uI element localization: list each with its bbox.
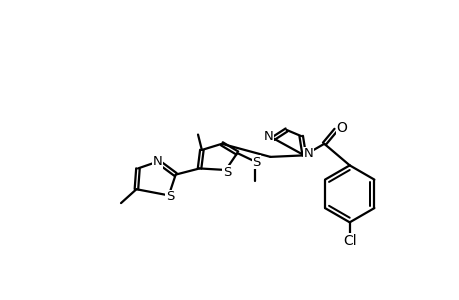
Text: O: O [336, 122, 347, 135]
Text: Cl: Cl [342, 234, 356, 248]
Text: S: S [252, 156, 260, 169]
Text: N: N [302, 147, 312, 160]
Text: N: N [152, 155, 162, 168]
Text: N: N [263, 130, 273, 143]
Text: S: S [223, 166, 231, 179]
Text: S: S [166, 190, 174, 203]
